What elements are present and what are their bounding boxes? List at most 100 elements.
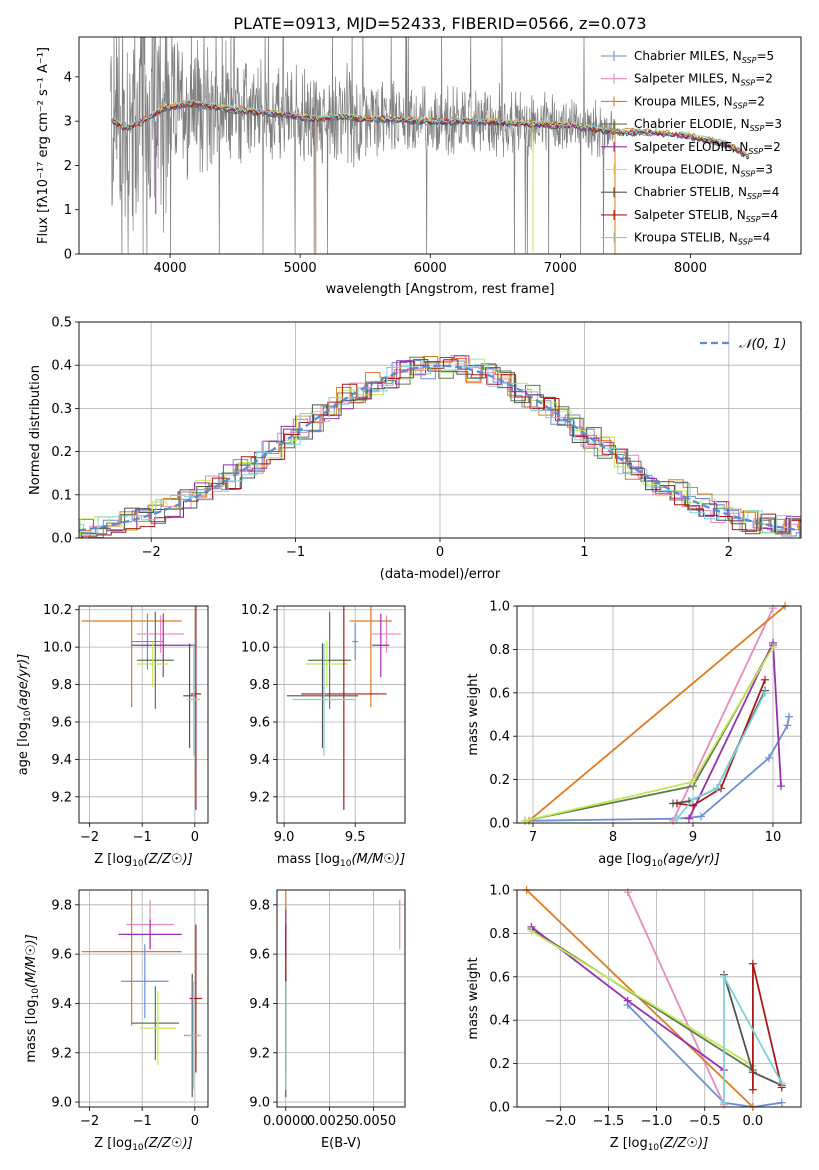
y-tick-label: 9.6: [51, 715, 72, 730]
y-tick-label: 1: [64, 203, 72, 218]
y-tick-label: 9.8: [249, 898, 270, 913]
y-tick-label: 9.4: [249, 753, 270, 768]
y-tick-label: 3: [64, 115, 72, 130]
series-line-kroupa_stelib: [676, 692, 766, 820]
y-tick-label: 9.4: [51, 997, 72, 1012]
y-tick-label: 0.4: [489, 1014, 510, 1029]
legend-label-salpeter_elodie: Salpeter ELODIE, NSSP=2: [634, 140, 781, 156]
x-tick-label: 4000: [154, 261, 187, 276]
y-tick-label: 1.0: [489, 600, 510, 615]
x-tick-label: 9.0: [274, 830, 295, 845]
series-line-kroupa_miles: [528, 606, 786, 822]
model-line-kroupa_stelib: [111, 99, 750, 158]
axes-frame: [78, 889, 209, 1108]
x-tick-label: 0: [191, 1114, 199, 1129]
x-tick-label: 1: [580, 545, 588, 560]
x-tick-label: 0: [436, 545, 444, 560]
y-tick-label: 9.6: [51, 948, 72, 963]
axes-frame: [78, 605, 209, 824]
y-tick-label: 9.0: [249, 1096, 270, 1111]
age_vs_mass-xlabel: mass [log10(M/M☉)]: [277, 852, 405, 869]
y-tick-label: 0.2: [489, 1057, 510, 1072]
residual-xlabel: (data-model)/error: [380, 567, 501, 582]
y-tick-label: 9.4: [249, 997, 270, 1012]
y-tick-label: 10.0: [43, 641, 72, 656]
x-tick-label: 7000: [544, 261, 577, 276]
mass_vs_Z-ylabel: mass [log10(M/M☉)]: [24, 934, 41, 1062]
age_vs_Z-ylabel: age [log10(age/yr)]: [16, 654, 33, 776]
y-tick-label: 0.4: [489, 730, 510, 745]
x-tick-label: −1: [133, 1114, 152, 1129]
residual-ylabel: Normed distribution: [28, 365, 43, 495]
legend-label-kroupa_elodie: Kroupa ELODIE, NSSP=3: [634, 163, 773, 179]
y-tick-label: 0.2: [489, 773, 510, 788]
x-tick-label: 10: [765, 830, 782, 845]
x-tick-label: −2: [80, 830, 99, 845]
x-tick-label: 9: [689, 830, 697, 845]
series-line-salpeter_elodie: [688, 642, 782, 820]
y-tick-label: 0.5: [51, 316, 72, 331]
series-line-chabrier_miles: [524, 716, 790, 822]
axes-frame: [516, 889, 802, 1108]
y-tick-label: 0.4: [51, 359, 72, 374]
series-line-salpeter_miles: [672, 607, 774, 822]
x-tick-label: 0.0000: [263, 1114, 309, 1129]
hist-step-kroupa_elodie: [79, 358, 801, 538]
y-tick-label: 9.2: [51, 1046, 72, 1061]
residual-panel: −2 −1 0 1 2 0.0 0.1 0.2 0.3 0.4 0.5 (data-model)/er…: [28, 316, 802, 582]
y-tick-label: 10.0: [241, 641, 270, 656]
massweight_vs_age-xlabel: age [log10(age/yr)]: [598, 852, 720, 869]
x-tick-label: −2.0: [545, 1114, 577, 1129]
hist-step-chabrier_elodie: [79, 356, 801, 538]
age_vs_mass-panel: 9.0 9.5 9.2 9.4 9.6 9.8 10.0 10.2 mass [log10(M/…: [241, 603, 406, 869]
y-tick-label: 4: [64, 70, 72, 85]
x-tick-label: 8: [609, 830, 617, 845]
legend-label-kroupa_miles: Kroupa MILES, NSSP=2: [634, 94, 765, 110]
x-tick-label: 7: [529, 830, 537, 845]
series-line-salpeter_stelib: [752, 963, 783, 1090]
y-tick-label: 0.0: [51, 532, 72, 547]
hist-step-chabrier_miles: [79, 360, 801, 538]
series-line-chabrier_miles: [627, 1004, 782, 1107]
y-tick-label: 1.0: [489, 884, 510, 899]
massweight_vs_Z-panel: −2.0 −1.5 −1.0 −0.5 0.0 0.0 0.2 0.4 0.6 0.8 1.0 Z […: [466, 884, 802, 1153]
massweight_vs_Z-xlabel: Z [log10(Z/Z☉)]: [610, 1136, 708, 1153]
y-tick-label: 9.4: [51, 753, 72, 768]
y-tick-label: 0.8: [489, 927, 510, 942]
series-line-chabrier_elodie: [524, 644, 774, 822]
legend-label-chabrier_stelib: Chabrier STELIB, NSSP=4: [634, 185, 779, 201]
x-tick-label: −0.5: [689, 1114, 721, 1129]
y-tick-label: 2: [64, 159, 72, 174]
figure-title: PLATE=0913, MJD=52433, FIBERID=0566, z=0…: [233, 14, 646, 33]
x-tick-label: 0.0025: [307, 1114, 353, 1129]
y-tick-label: 0.6: [489, 686, 510, 701]
y-tick-label: 0.0: [489, 817, 510, 832]
massweight_vs_age-panel: 7 8 9 10 0.0 0.2 0.4 0.6 0.8 1.0 age [log10(age/yr…: [466, 600, 802, 869]
legend-gaussian-label: 𝒩(0, 1): [739, 337, 786, 352]
x-tick-label: 0.0050: [351, 1114, 397, 1129]
legend-label-chabrier_elodie: Chabrier ELODIE, NSSP=3: [634, 117, 782, 133]
legend-label-kroupa_stelib: Kroupa STELIB, NSSP=4: [634, 231, 770, 247]
y-tick-label: 9.6: [249, 715, 270, 730]
x-tick-label: 0: [191, 830, 199, 845]
gaussian-curve: [79, 364, 801, 532]
legend-label-chabrier_miles: Chabrier MILES, NSSP=5: [634, 49, 774, 65]
y-tick-label: 10.2: [241, 603, 270, 618]
y-tick-label: 9.0: [51, 1096, 72, 1111]
y-tick-label: 10.2: [43, 603, 72, 618]
x-tick-label: −2: [80, 1114, 99, 1129]
mass_vs_Z-panel: −2 −1 0 9.0 9.2 9.4 9.6 9.8 Z [log10(Z/Z☉)] mass …: [24, 889, 209, 1153]
y-tick-label: 0.1: [51, 488, 72, 503]
x-tick-label: −1.0: [641, 1114, 673, 1129]
axes-frame: [276, 605, 406, 824]
x-tick-label: −1: [133, 830, 152, 845]
spectrum-xlabel: wavelength [Angstrom, rest frame]: [326, 282, 555, 297]
x-tick-label: 0.0: [743, 1114, 764, 1129]
series-line-kroupa_elodie: [530, 930, 754, 1067]
axes-frame: [78, 321, 802, 539]
hist-step-kroupa_miles: [79, 356, 801, 531]
y-tick-label: 9.8: [249, 678, 270, 693]
y-tick-label: 9.2: [249, 790, 270, 805]
